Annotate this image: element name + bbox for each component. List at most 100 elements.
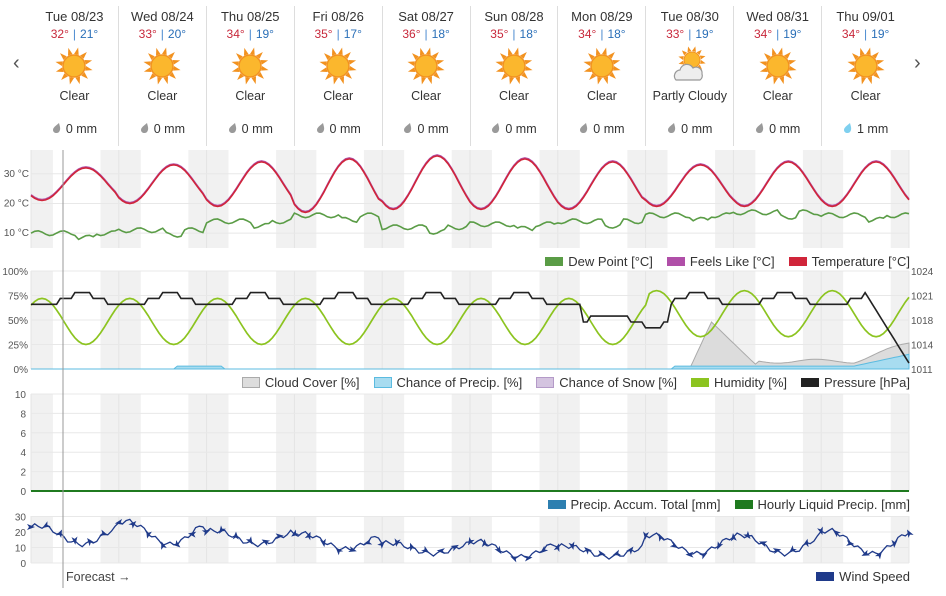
day-column[interactable]: Sun 08/28 35° | 18° Clear 0 mm xyxy=(471,6,559,146)
sun-icon xyxy=(316,44,360,88)
prev-arrow[interactable]: ‹ xyxy=(13,52,20,74)
wind-direction-arrow xyxy=(436,548,445,555)
cloud-legend: Cloud Cover [%] Chance of Precip. [%] Ch… xyxy=(241,375,910,390)
wind-direction-arrow xyxy=(261,539,271,546)
legend-hourly-precip[interactable]: Hourly Liquid Precip. [mm] xyxy=(734,497,910,512)
high-temp: 35° xyxy=(490,27,509,41)
condition-text: Clear xyxy=(850,89,881,103)
wind-direction-arrow xyxy=(71,536,78,545)
day-column[interactable]: Mon 08/29 34° | 18° Clear 0 mm xyxy=(558,6,647,146)
percent-tick-label: 50% xyxy=(8,316,28,327)
raindrop-icon xyxy=(580,123,588,134)
wind-direction-arrow xyxy=(304,531,311,541)
sun-icon xyxy=(844,44,888,88)
day-column[interactable]: Fri 08/26 35° | 17° Clear 0 mm xyxy=(295,6,383,146)
condition-text: Clear xyxy=(323,89,354,103)
legend-dew-point[interactable]: Dew Point [°C] xyxy=(545,254,653,269)
day-temps: 34° | 19° xyxy=(841,27,890,41)
wind-direction-arrow xyxy=(421,545,430,554)
low-temp: 17° xyxy=(343,27,362,41)
wind-legend: Wind Speed xyxy=(816,569,910,584)
day-temps: 35° | 18° xyxy=(490,27,538,41)
percent-tick-label: 100% xyxy=(2,267,28,278)
wind-direction-arrow xyxy=(245,536,253,545)
raindrop-icon xyxy=(228,123,236,134)
raindrop-icon xyxy=(404,123,412,134)
day-column[interactable]: Tue 08/30 33° | 19° Partly Cloudy 0 mm xyxy=(646,6,735,146)
condition-text: Partly Cloudy xyxy=(652,89,727,103)
legend-pressure[interactable]: Pressure [hPa] xyxy=(801,375,910,390)
legend-feels-like[interactable]: Feels Like [°C] xyxy=(666,254,775,269)
day-column[interactable]: Tue 08/23 32° | 21° Clear 0 mm xyxy=(31,6,119,146)
night-band xyxy=(100,394,141,491)
wind-direction-arrow xyxy=(188,531,197,538)
wind-direction-arrow xyxy=(146,530,152,539)
precip-amount: 1 mm xyxy=(822,122,909,136)
wind-direction-arrow xyxy=(409,542,416,552)
wind-direction-arrow xyxy=(817,526,823,535)
condition-text: Clear xyxy=(586,89,617,103)
wind-direction-arrow xyxy=(875,551,882,560)
next-arrow[interactable]: › xyxy=(914,52,921,74)
wind-direction-arrow xyxy=(626,546,634,555)
precip-tick-label: 8 xyxy=(20,409,26,420)
precip-amount: 0 mm xyxy=(295,122,382,136)
day-column[interactable]: Thu 08/25 34° | 19° Clear 0 mm xyxy=(207,6,295,146)
low-temp: 19° xyxy=(695,27,714,41)
wind-direction-arrow xyxy=(643,531,650,540)
night-band xyxy=(627,516,668,563)
condition-text: Clear xyxy=(499,89,529,103)
sun-icon xyxy=(492,44,536,88)
night-band xyxy=(188,394,229,491)
percent-tick-label: 0% xyxy=(14,365,29,376)
legend-temperature[interactable]: Temperature [°C] xyxy=(788,254,910,269)
wind-direction-arrow xyxy=(772,548,782,555)
legend-chance-snow[interactable]: Chance of Snow [%] xyxy=(536,375,677,390)
wind-direction-arrow xyxy=(789,545,797,553)
legend-wind-speed[interactable]: Wind Speed xyxy=(816,569,910,584)
pressure-tick-label: 1021 xyxy=(911,292,934,303)
day-temps: 32° | 21° xyxy=(50,27,99,41)
wind-direction-arrow xyxy=(320,538,326,548)
high-temp: 36° xyxy=(402,27,421,41)
temp-tick-label: 10 °C xyxy=(4,228,29,239)
condition-text: Clear xyxy=(762,89,793,103)
wind-direction-arrow xyxy=(861,549,870,556)
wind-direction-arrow xyxy=(685,551,694,558)
precip-amount: 0 mm xyxy=(119,122,206,136)
wind-direction-arrow xyxy=(597,550,606,556)
legend-cloud-cover[interactable]: Cloud Cover [%] xyxy=(241,375,360,390)
legend-humidity[interactable]: Humidity [%] xyxy=(691,375,787,390)
legend-precip-accum[interactable]: Precip. Accum. Total [mm] xyxy=(547,497,721,512)
night-band xyxy=(188,516,229,563)
wind-direction-arrow xyxy=(699,552,708,560)
day-date: Mon 08/29 xyxy=(571,9,633,24)
raindrop-icon xyxy=(492,123,500,134)
day-date: Wed 08/31 xyxy=(746,9,810,24)
night-band xyxy=(276,394,317,491)
wind-direction-arrow xyxy=(717,541,724,550)
night-band xyxy=(627,394,668,491)
wind-direction-arrow xyxy=(846,539,855,546)
wind-direction-arrow xyxy=(201,529,211,536)
wind-direction-arrow xyxy=(128,520,137,529)
wind-direction-arrow xyxy=(394,538,401,547)
night-band xyxy=(539,150,580,248)
sun-icon xyxy=(580,44,624,88)
day-column[interactable]: Thu 09/01 34° | 19° Clear 1 mm xyxy=(822,6,909,146)
wind-direction-arrow xyxy=(584,546,593,555)
night-band xyxy=(451,516,492,563)
legend-chance-precip[interactable]: Chance of Precip. [%] xyxy=(373,375,522,390)
wind-direction-arrow xyxy=(450,544,459,552)
condition-text: Clear xyxy=(411,89,442,103)
day-column[interactable]: Sat 08/27 36° | 18° Clear 0 mm xyxy=(383,6,471,146)
high-temp: 34° xyxy=(841,27,861,41)
night-band xyxy=(890,516,909,563)
day-column[interactable]: Wed 08/24 33° | 20° Clear 0 mm xyxy=(119,6,207,146)
night-band xyxy=(802,394,844,491)
day-column[interactable]: Wed 08/31 34° | 19° Clear 0 mm xyxy=(734,6,823,146)
wind-direction-arrow xyxy=(114,518,124,525)
low-temp: 21° xyxy=(80,27,99,41)
wind-direction-arrow xyxy=(612,549,622,556)
